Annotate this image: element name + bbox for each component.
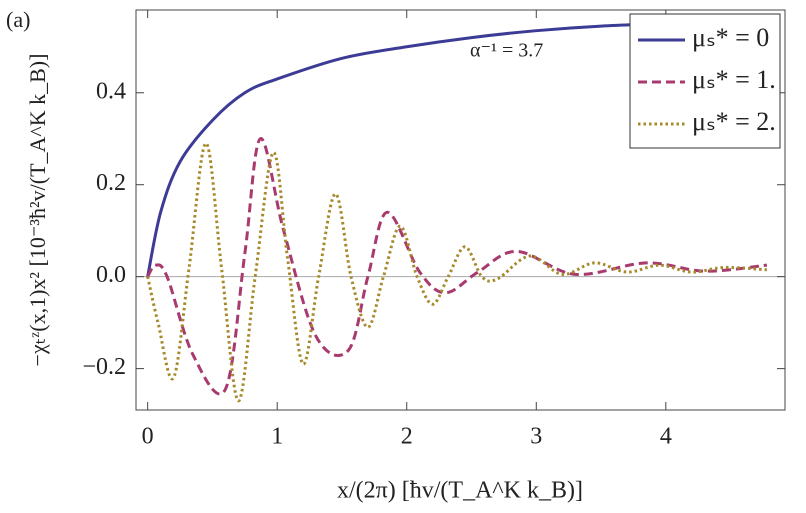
x-tick-label: 0	[142, 424, 154, 450]
panel-label: (a)	[6, 7, 30, 32]
y-tick-label: 0.0	[96, 262, 126, 288]
x-tick-label: 4	[660, 424, 672, 450]
legend-label: μₛ* = 2.	[692, 107, 776, 136]
x-tick-label: 1	[271, 424, 283, 450]
y-tick-label: 0.4	[96, 78, 126, 104]
x-tick-label: 3	[530, 424, 542, 450]
annotation: α⁻¹ = 3.7	[470, 40, 543, 62]
series-line	[146, 19, 767, 277]
y-tick-label: −0.2	[82, 354, 126, 380]
y-tick-label: 0.2	[96, 170, 126, 196]
x-axis-label: x/(2π) [ħv/(T_A^K k_B)]	[337, 478, 583, 504]
series-line	[146, 141, 767, 403]
x-tick-label: 2	[401, 424, 413, 450]
y-axis-label: −χₜᶻ(x,1)x² [10⁻³ħ²v/(T_A^K k_B)]	[25, 54, 50, 367]
series-line	[146, 137, 768, 396]
plot-frame	[135, 9, 786, 411]
legend-label: μₛ* = 1.	[692, 65, 776, 94]
legend-label: μₛ* = 0	[692, 23, 769, 52]
